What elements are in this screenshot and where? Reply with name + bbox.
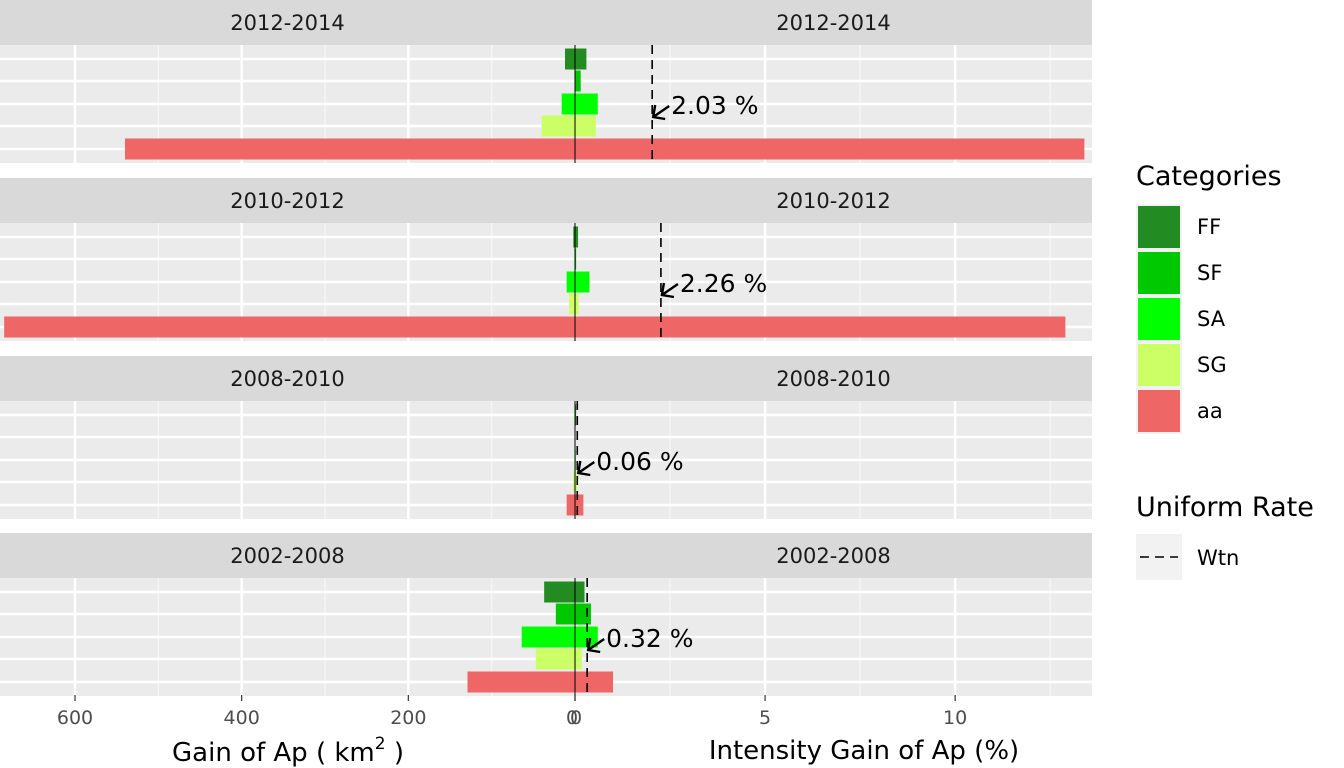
uniform-rate-arrowhead <box>576 460 591 477</box>
bar-intensity-aa <box>575 138 1085 160</box>
legend-line-title: Uniform Rate <box>1136 492 1314 523</box>
bar-intensity-aa <box>575 671 614 693</box>
bar-gain-FF <box>573 226 575 248</box>
legend-title: Categories <box>1136 161 1282 192</box>
strip-right <box>575 0 1092 45</box>
strip-left <box>0 356 575 401</box>
bar-gain-SG <box>573 471 575 493</box>
legend: Categories FF SF SA SG aa Uniform Rate Wtn <box>1136 161 1314 580</box>
strip-label-right: 2010-2012 <box>776 189 890 213</box>
uniform-rate-arrowhead <box>651 104 666 121</box>
left-axis-tick-label: 400 <box>224 707 260 729</box>
bar-gain-SG <box>535 648 575 670</box>
uniform-rate-label: 2.26 % <box>680 269 767 298</box>
strip-left <box>0 533 575 578</box>
right-axis-title: Intensity Gain of Ap (%) <box>709 736 1019 766</box>
strip-label-right: 2008-2010 <box>776 367 890 391</box>
legend-label-aa: aa <box>1197 399 1223 423</box>
legend-swatch-SF <box>1138 252 1180 294</box>
strip-label-left: 2008-2010 <box>230 367 344 391</box>
bar-intensity-SF <box>575 248 577 270</box>
legend-swatch-SA <box>1138 298 1180 340</box>
left-axis-tick-label: 600 <box>57 707 93 729</box>
strip-right <box>575 533 1092 578</box>
legend-swatch-aa <box>1138 390 1180 432</box>
uniform-rate-arrowhead <box>586 637 601 654</box>
bar-intensity-SA <box>575 626 598 648</box>
strip-label-right: 2002-2008 <box>776 544 890 568</box>
uniform-rate-arrow <box>577 461 595 474</box>
right-axis-tick-label: 5 <box>759 707 771 729</box>
bar-intensity-FF <box>575 581 585 603</box>
panel-2002-2008: 2002-2008 2002-2008 0.32 % <box>0 533 1092 696</box>
bar-intensity-SG <box>575 471 577 493</box>
panel-2008-2010: 2008-2010 2008-2010 0.06 % <box>0 356 1092 519</box>
bar-intensity-SA <box>575 271 590 293</box>
bar-gain-FF <box>544 581 575 603</box>
bar-intensity-SA <box>575 93 598 115</box>
uniform-rate-label: 0.32 % <box>606 624 693 653</box>
legend-label-SG: SG <box>1197 353 1227 377</box>
strip-right <box>575 178 1092 223</box>
strip-left <box>0 178 575 223</box>
left-axis-tick-label: 200 <box>390 707 426 729</box>
bar-gain-SF <box>555 603 575 625</box>
bar-gain-FF <box>565 48 575 70</box>
bar-intensity-SG <box>575 648 582 670</box>
bar-gain-SA <box>521 626 575 648</box>
legend-swatch-SG <box>1138 344 1180 386</box>
panel-2012-2014: 2012-2014 2012-2014 2.03 % <box>0 0 1092 163</box>
bar-intensity-aa <box>575 316 1066 338</box>
bar-gain-SG <box>569 293 575 315</box>
legend-line-label: Wtn <box>1197 546 1239 570</box>
legend-swatch-FF <box>1138 206 1180 248</box>
panel-2010-2012: 2010-2012 2010-2012 2.26 % <box>0 178 1092 341</box>
bar-gain-aa <box>566 494 575 516</box>
bar-intensity-FF <box>575 48 587 70</box>
left-axis-tick-label: 0 <box>566 707 578 729</box>
left-axis: 600 400 200 0 <box>57 695 578 729</box>
bar-gain-aa <box>4 316 575 338</box>
right-axis-tick-label: 0 <box>570 707 582 729</box>
strip-label-left: 2012-2014 <box>230 11 344 35</box>
uniform-rate-arrowhead <box>660 282 675 299</box>
bar-intensity-SG <box>575 115 596 137</box>
bar-gain-aa <box>125 138 575 160</box>
legend-label-SA: SA <box>1197 307 1226 331</box>
left-axis-title: Gain of Ap ( km2 ) <box>172 734 404 768</box>
strip-right <box>575 356 1092 401</box>
right-axis-tick-label: 10 <box>943 707 967 729</box>
right-axis: 0 5 10 <box>570 695 967 729</box>
strip-label-left: 2010-2012 <box>230 189 344 213</box>
bar-intensity-FF <box>575 226 579 248</box>
bar-intensity-FF <box>575 404 577 426</box>
uniform-rate-label: 2.03 % <box>671 91 758 120</box>
uniform-rate-label: 0.06 % <box>596 447 683 476</box>
strip-left <box>0 0 575 45</box>
uniform-rate-arrow <box>661 283 679 296</box>
bar-intensity-aa <box>575 494 584 516</box>
bar-intensity-SF <box>575 70 581 92</box>
bar-gain-SG <box>541 115 575 137</box>
legend-items: FF SF SA SG aa <box>1136 204 1227 434</box>
bar-gain-aa <box>467 671 575 693</box>
uniform-rate-arrow <box>652 105 670 118</box>
uniform-rate-arrow <box>587 638 605 651</box>
bar-gain-SA <box>566 271 575 293</box>
bar-gain-SA <box>561 93 575 115</box>
strip-label-right: 2012-2014 <box>776 11 890 35</box>
bar-intensity-SG <box>575 293 579 315</box>
strip-label-left: 2002-2008 <box>230 544 344 568</box>
bar-intensity-SF <box>575 603 591 625</box>
legend-label-FF: FF <box>1197 215 1221 239</box>
legend-label-SF: SF <box>1197 261 1222 285</box>
